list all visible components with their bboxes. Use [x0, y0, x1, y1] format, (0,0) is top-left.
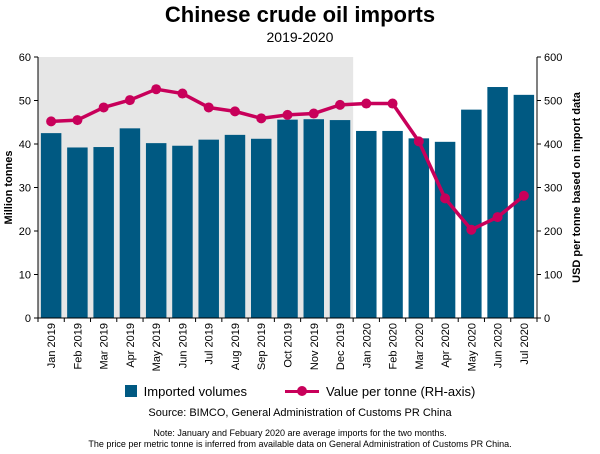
x-tick-label: Feb 2020	[388, 323, 400, 369]
bar	[40, 133, 62, 318]
bar	[172, 145, 193, 318]
y-tick-label: 60	[19, 52, 31, 64]
bar	[224, 134, 246, 318]
line-point	[387, 98, 398, 109]
legend-item-value: Value per tonne (RH-axis)	[285, 384, 475, 399]
x-tick-label: Jun 2019	[177, 323, 189, 368]
x-tick-label: Jan 2019	[46, 323, 58, 368]
bar	[277, 119, 298, 318]
bar	[382, 130, 403, 318]
bar	[461, 109, 482, 318]
bar	[198, 139, 219, 318]
y2-tick-label: 200	[544, 226, 562, 238]
x-tick-label: Jun 2020	[493, 323, 505, 368]
x-tick-label: Sep 2019	[256, 323, 268, 370]
bar	[250, 138, 272, 318]
line-point	[151, 84, 162, 95]
legend-swatch-bar	[124, 385, 137, 397]
x-tick-label: Feb 2019	[72, 323, 84, 369]
legend-item-volumes: Imported volumes	[124, 383, 247, 399]
y-axis-title: Million tonnes	[3, 151, 15, 225]
line-point	[256, 113, 267, 124]
x-tick-label: Aug 2019	[230, 323, 242, 370]
y-tick-label: 40	[19, 139, 31, 151]
x-tick-label: Mar 2020	[414, 323, 426, 369]
line-point	[124, 95, 135, 106]
y-tick-label: 0	[25, 313, 31, 325]
line-point	[46, 116, 57, 127]
x-tick-labels: Jan 2019 Feb 2019 Mar 2019 Apr 2019 May 2019…	[37, 318, 538, 371]
y2-tick-labels: 0 100 200 300 400 500 600	[537, 52, 562, 325]
y2-tick-label: 300	[544, 183, 562, 195]
bar	[356, 130, 377, 318]
chart-subtitle: 2019-2020	[266, 29, 334, 45]
line-series	[46, 84, 529, 235]
line-point	[98, 102, 109, 113]
line-point	[72, 115, 83, 126]
y-tick-label: 50	[19, 96, 31, 108]
y2-tick-label: 500	[544, 96, 562, 108]
bar	[434, 141, 456, 318]
note-line-1: Note: January and Febuary 2020 are avera…	[153, 428, 447, 438]
line-point	[282, 109, 293, 120]
bar	[329, 120, 351, 318]
line-point	[308, 108, 319, 119]
note-text: Note: January and Febuary 2020 are avera…	[0, 428, 600, 450]
y2-tick-label: 100	[544, 270, 562, 282]
line-point	[335, 99, 346, 110]
x-tick-label: Apr 2020	[440, 323, 452, 368]
bar	[67, 147, 88, 318]
line-point	[492, 212, 503, 223]
legend-label-value: Value per tonne (RH-axis)	[326, 383, 476, 399]
y-tick-label: 20	[19, 226, 31, 238]
bar	[145, 143, 167, 318]
x-tick-label: May 2019	[151, 323, 163, 371]
bar	[513, 94, 535, 318]
x-tick-label: Apr 2019	[125, 323, 137, 368]
line-point	[440, 193, 451, 204]
y-tick-labels: 0 10 20 30 40 50 60	[19, 52, 38, 325]
y2-tick-label: 0	[544, 313, 550, 325]
bar	[119, 128, 141, 318]
x-tick-label: Jan 2020	[361, 323, 373, 368]
legend: Imported volumes Value per tonne (RH-axi…	[0, 381, 600, 401]
bar	[487, 87, 508, 318]
bar	[303, 119, 325, 318]
bar	[408, 138, 430, 318]
legend-swatch-line	[285, 385, 319, 397]
chart-plot: Jan 2019 Feb 2019 Mar 2019 Apr 2019 May 2019…	[3, 52, 583, 371]
x-tick-label: Dec 2019	[335, 323, 347, 370]
x-tick-label: May 2020	[466, 323, 478, 371]
bar	[93, 147, 114, 318]
line-point	[203, 102, 214, 113]
legend-label-volumes: Imported volumes	[143, 383, 247, 399]
note-line-2: The price per metric tonne is inferred f…	[88, 439, 512, 449]
bar-series	[40, 87, 535, 318]
y-tick-label: 30	[19, 183, 31, 195]
line-point	[177, 88, 188, 99]
line-point	[361, 98, 372, 109]
line-point	[518, 190, 529, 201]
y-tick-label: 10	[19, 270, 31, 282]
x-tick-label: Jul 2019	[204, 323, 216, 365]
x-tick-label: Jul 2020	[519, 323, 531, 365]
line-point	[229, 106, 240, 117]
x-tick-label: Oct 2019	[283, 323, 295, 368]
chart-title: Chinese crude oil imports	[164, 2, 436, 27]
y2-axis-title: USD per tonne based on import data	[571, 91, 583, 283]
y2-tick-label: 400	[544, 139, 562, 151]
line-point	[466, 224, 477, 235]
source-text: Source: BIMCO, General Administration of…	[148, 407, 452, 419]
x-tick-label: Nov 2019	[309, 323, 321, 370]
y2-tick-label: 600	[544, 52, 562, 64]
line-point	[413, 136, 424, 147]
x-tick-label: Mar 2019	[99, 323, 111, 369]
